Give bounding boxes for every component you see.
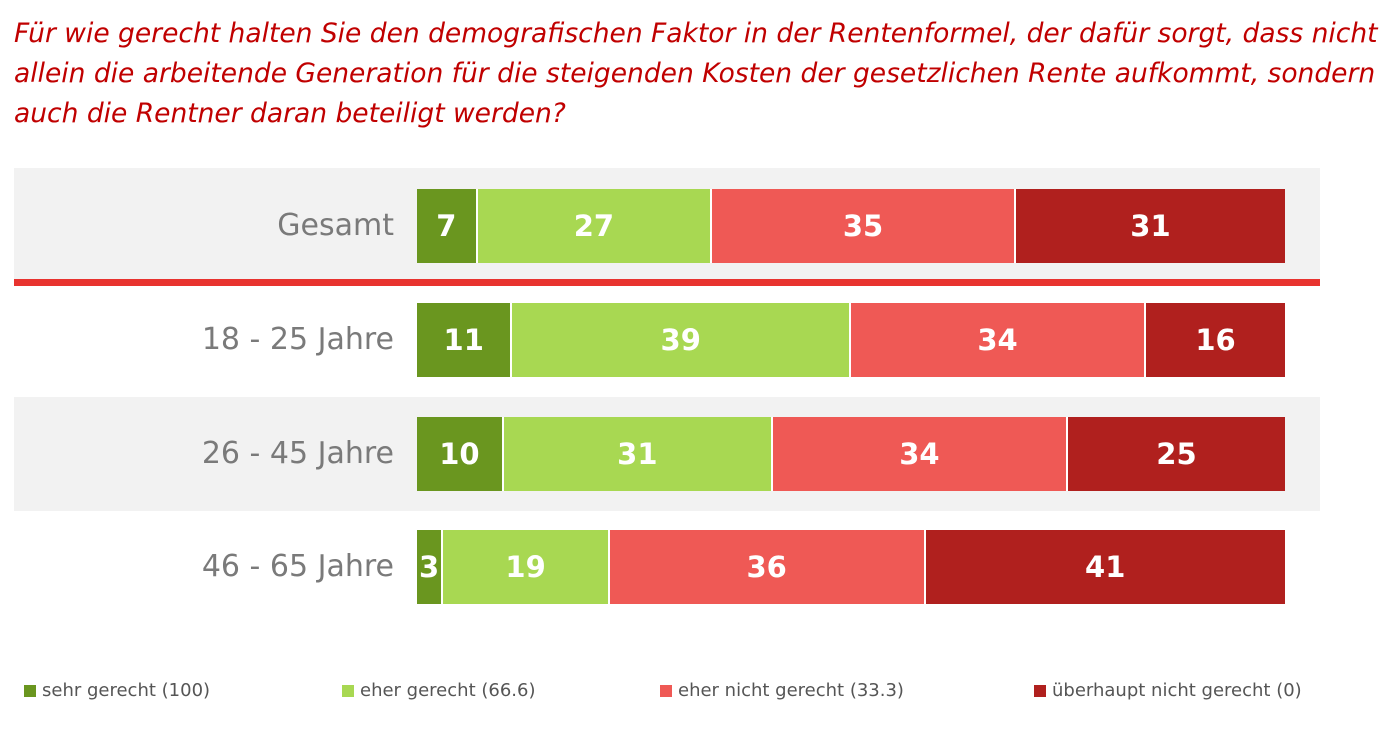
legend-item: eher gerecht (66.6): [342, 680, 535, 701]
bar-segment: 3: [417, 530, 444, 604]
data-label: 19: [505, 550, 546, 584]
data-label: 7: [436, 209, 457, 243]
bar-segment: 34: [772, 417, 1068, 491]
row-label: 18 - 25 Jahre: [201, 322, 394, 357]
bar-segment: 34: [850, 303, 1147, 377]
legend-label: eher gerecht (66.6): [360, 680, 536, 701]
data-label: 39: [660, 323, 701, 357]
stacked-bar: 10 31 34 25: [417, 417, 1285, 491]
data-label: 11: [443, 323, 484, 357]
legend-item: sehr gerecht (100): [24, 680, 210, 701]
question-title-line-1: Für wie gerecht halten Sie den demografi…: [14, 18, 1378, 49]
legend-swatch: [1034, 684, 1046, 697]
bar-segment: 19: [443, 530, 610, 604]
legend-item: überhaupt nicht gerecht (0): [1034, 680, 1302, 701]
bar-segment: 39: [512, 303, 851, 377]
stacked-bar: 3 19 36 41: [417, 530, 1285, 604]
data-label: 34: [899, 437, 940, 471]
stacked-bar: 7 27 35 31: [417, 189, 1285, 263]
data-label: 27: [573, 209, 615, 243]
data-label: 16: [1195, 323, 1236, 357]
total-separator-line: [14, 279, 1320, 286]
data-label: 3: [419, 550, 440, 584]
question-title-line-2: allein die arbeitende Generation für die…: [14, 58, 1376, 89]
legend-swatch: [660, 684, 672, 697]
question-title-line-3: auch die Rentner daran beteiligt werden?: [14, 98, 566, 129]
bar-segment: 41: [925, 530, 1285, 604]
legend-label: sehr gerecht (100): [42, 680, 211, 701]
bar-segment: 35: [712, 189, 1016, 263]
legend-item: eher nicht gerecht (33.3): [660, 680, 904, 701]
row-label: Gesamt: [277, 208, 394, 243]
bar-segment: 11: [417, 303, 513, 377]
bar-segment: 10: [417, 417, 504, 491]
legend-swatch: [342, 684, 354, 697]
data-label: 36: [746, 550, 787, 584]
stacked-bar: 11 39 34 16: [417, 303, 1285, 377]
data-label: 25: [1156, 437, 1197, 471]
data-label: 35: [842, 209, 884, 243]
legend-label: überhaupt nicht gerecht (0): [1052, 680, 1302, 701]
question-title: Für wie gerecht halten Sie den demografi…: [14, 14, 1394, 134]
row-label: 46 - 65 Jahre: [201, 549, 394, 584]
legend: sehr gerecht (100) eher gerecht (66.6) ehe…: [24, 680, 1384, 710]
row-label: 26 - 45 Jahre: [201, 436, 394, 471]
bar-segment: 36: [609, 530, 926, 604]
bar-segment: 7: [417, 189, 478, 263]
bar-segment: 27: [477, 189, 713, 263]
data-label: 31: [617, 437, 658, 471]
data-label: 10: [439, 437, 480, 471]
legend-label: eher nicht gerecht (33.3): [678, 680, 904, 701]
data-label: 41: [1085, 550, 1126, 584]
bar-segment: 25: [1067, 417, 1285, 491]
bar-segment: 31: [1015, 189, 1285, 263]
legend-swatch: [24, 684, 36, 697]
data-label: 34: [977, 323, 1018, 357]
bar-segment: 31: [503, 417, 773, 491]
data-label: 31: [1130, 209, 1171, 243]
bar-segment: 16: [1146, 303, 1285, 377]
